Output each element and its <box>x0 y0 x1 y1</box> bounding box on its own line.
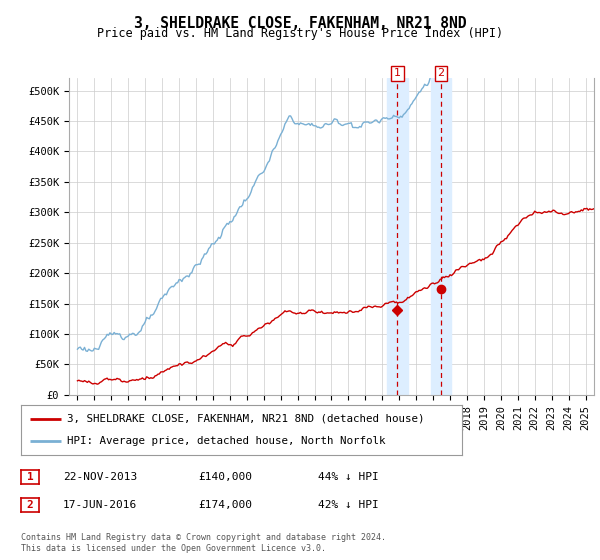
Text: 3, SHELDRAKE CLOSE, FAKENHAM, NR21 8ND: 3, SHELDRAKE CLOSE, FAKENHAM, NR21 8ND <box>134 16 466 31</box>
Text: 3, SHELDRAKE CLOSE, FAKENHAM, NR21 8ND (detached house): 3, SHELDRAKE CLOSE, FAKENHAM, NR21 8ND (… <box>67 414 425 424</box>
Text: 1: 1 <box>394 68 401 78</box>
Text: 42% ↓ HPI: 42% ↓ HPI <box>318 500 379 510</box>
Bar <box>431 78 451 395</box>
Text: £140,000: £140,000 <box>198 472 252 482</box>
Text: HPI: Average price, detached house, North Norfolk: HPI: Average price, detached house, Nort… <box>67 436 386 446</box>
Text: 22-NOV-2013: 22-NOV-2013 <box>63 472 137 482</box>
Bar <box>388 78 407 395</box>
Text: Price paid vs. HM Land Registry's House Price Index (HPI): Price paid vs. HM Land Registry's House … <box>97 27 503 40</box>
Text: 2: 2 <box>26 500 34 510</box>
Text: £174,000: £174,000 <box>198 500 252 510</box>
Text: 17-JUN-2016: 17-JUN-2016 <box>63 500 137 510</box>
Text: 44% ↓ HPI: 44% ↓ HPI <box>318 472 379 482</box>
Text: 1: 1 <box>26 472 34 482</box>
Text: 2: 2 <box>437 68 445 78</box>
Text: Contains HM Land Registry data © Crown copyright and database right 2024.
This d: Contains HM Land Registry data © Crown c… <box>21 533 386 553</box>
